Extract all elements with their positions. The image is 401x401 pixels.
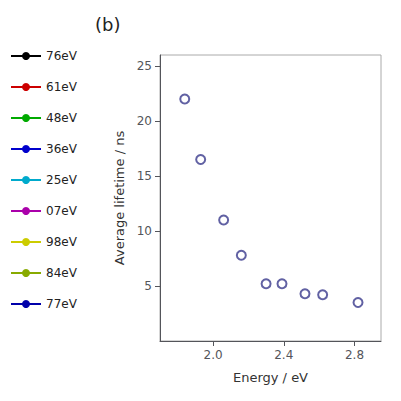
svg-text:98eV: 98eV <box>46 235 78 249</box>
svg-text:25eV: 25eV <box>46 173 78 187</box>
svg-text:20: 20 <box>137 114 152 128</box>
svg-text:Average lifetime / ns: Average lifetime / ns <box>112 131 127 266</box>
svg-text:5: 5 <box>144 279 152 293</box>
svg-text:2.0: 2.0 <box>203 348 222 362</box>
svg-text:07eV: 07eV <box>46 204 78 218</box>
svg-text:25: 25 <box>137 59 152 73</box>
svg-text:36eV: 36eV <box>46 142 78 156</box>
svg-text:48eV: 48eV <box>46 111 78 125</box>
svg-text:77eV: 77eV <box>46 297 78 311</box>
svg-text:15: 15 <box>137 169 152 183</box>
svg-text:Energy / eV: Energy / eV <box>233 370 308 385</box>
svg-text:(b): (b) <box>95 14 120 35</box>
svg-text:2.8: 2.8 <box>345 348 364 362</box>
svg-text:10: 10 <box>137 224 152 238</box>
svg-text:2.4: 2.4 <box>274 348 293 362</box>
svg-text:61eV: 61eV <box>46 80 78 94</box>
svg-text:76eV: 76eV <box>46 49 78 63</box>
svg-text:84eV: 84eV <box>46 266 78 280</box>
